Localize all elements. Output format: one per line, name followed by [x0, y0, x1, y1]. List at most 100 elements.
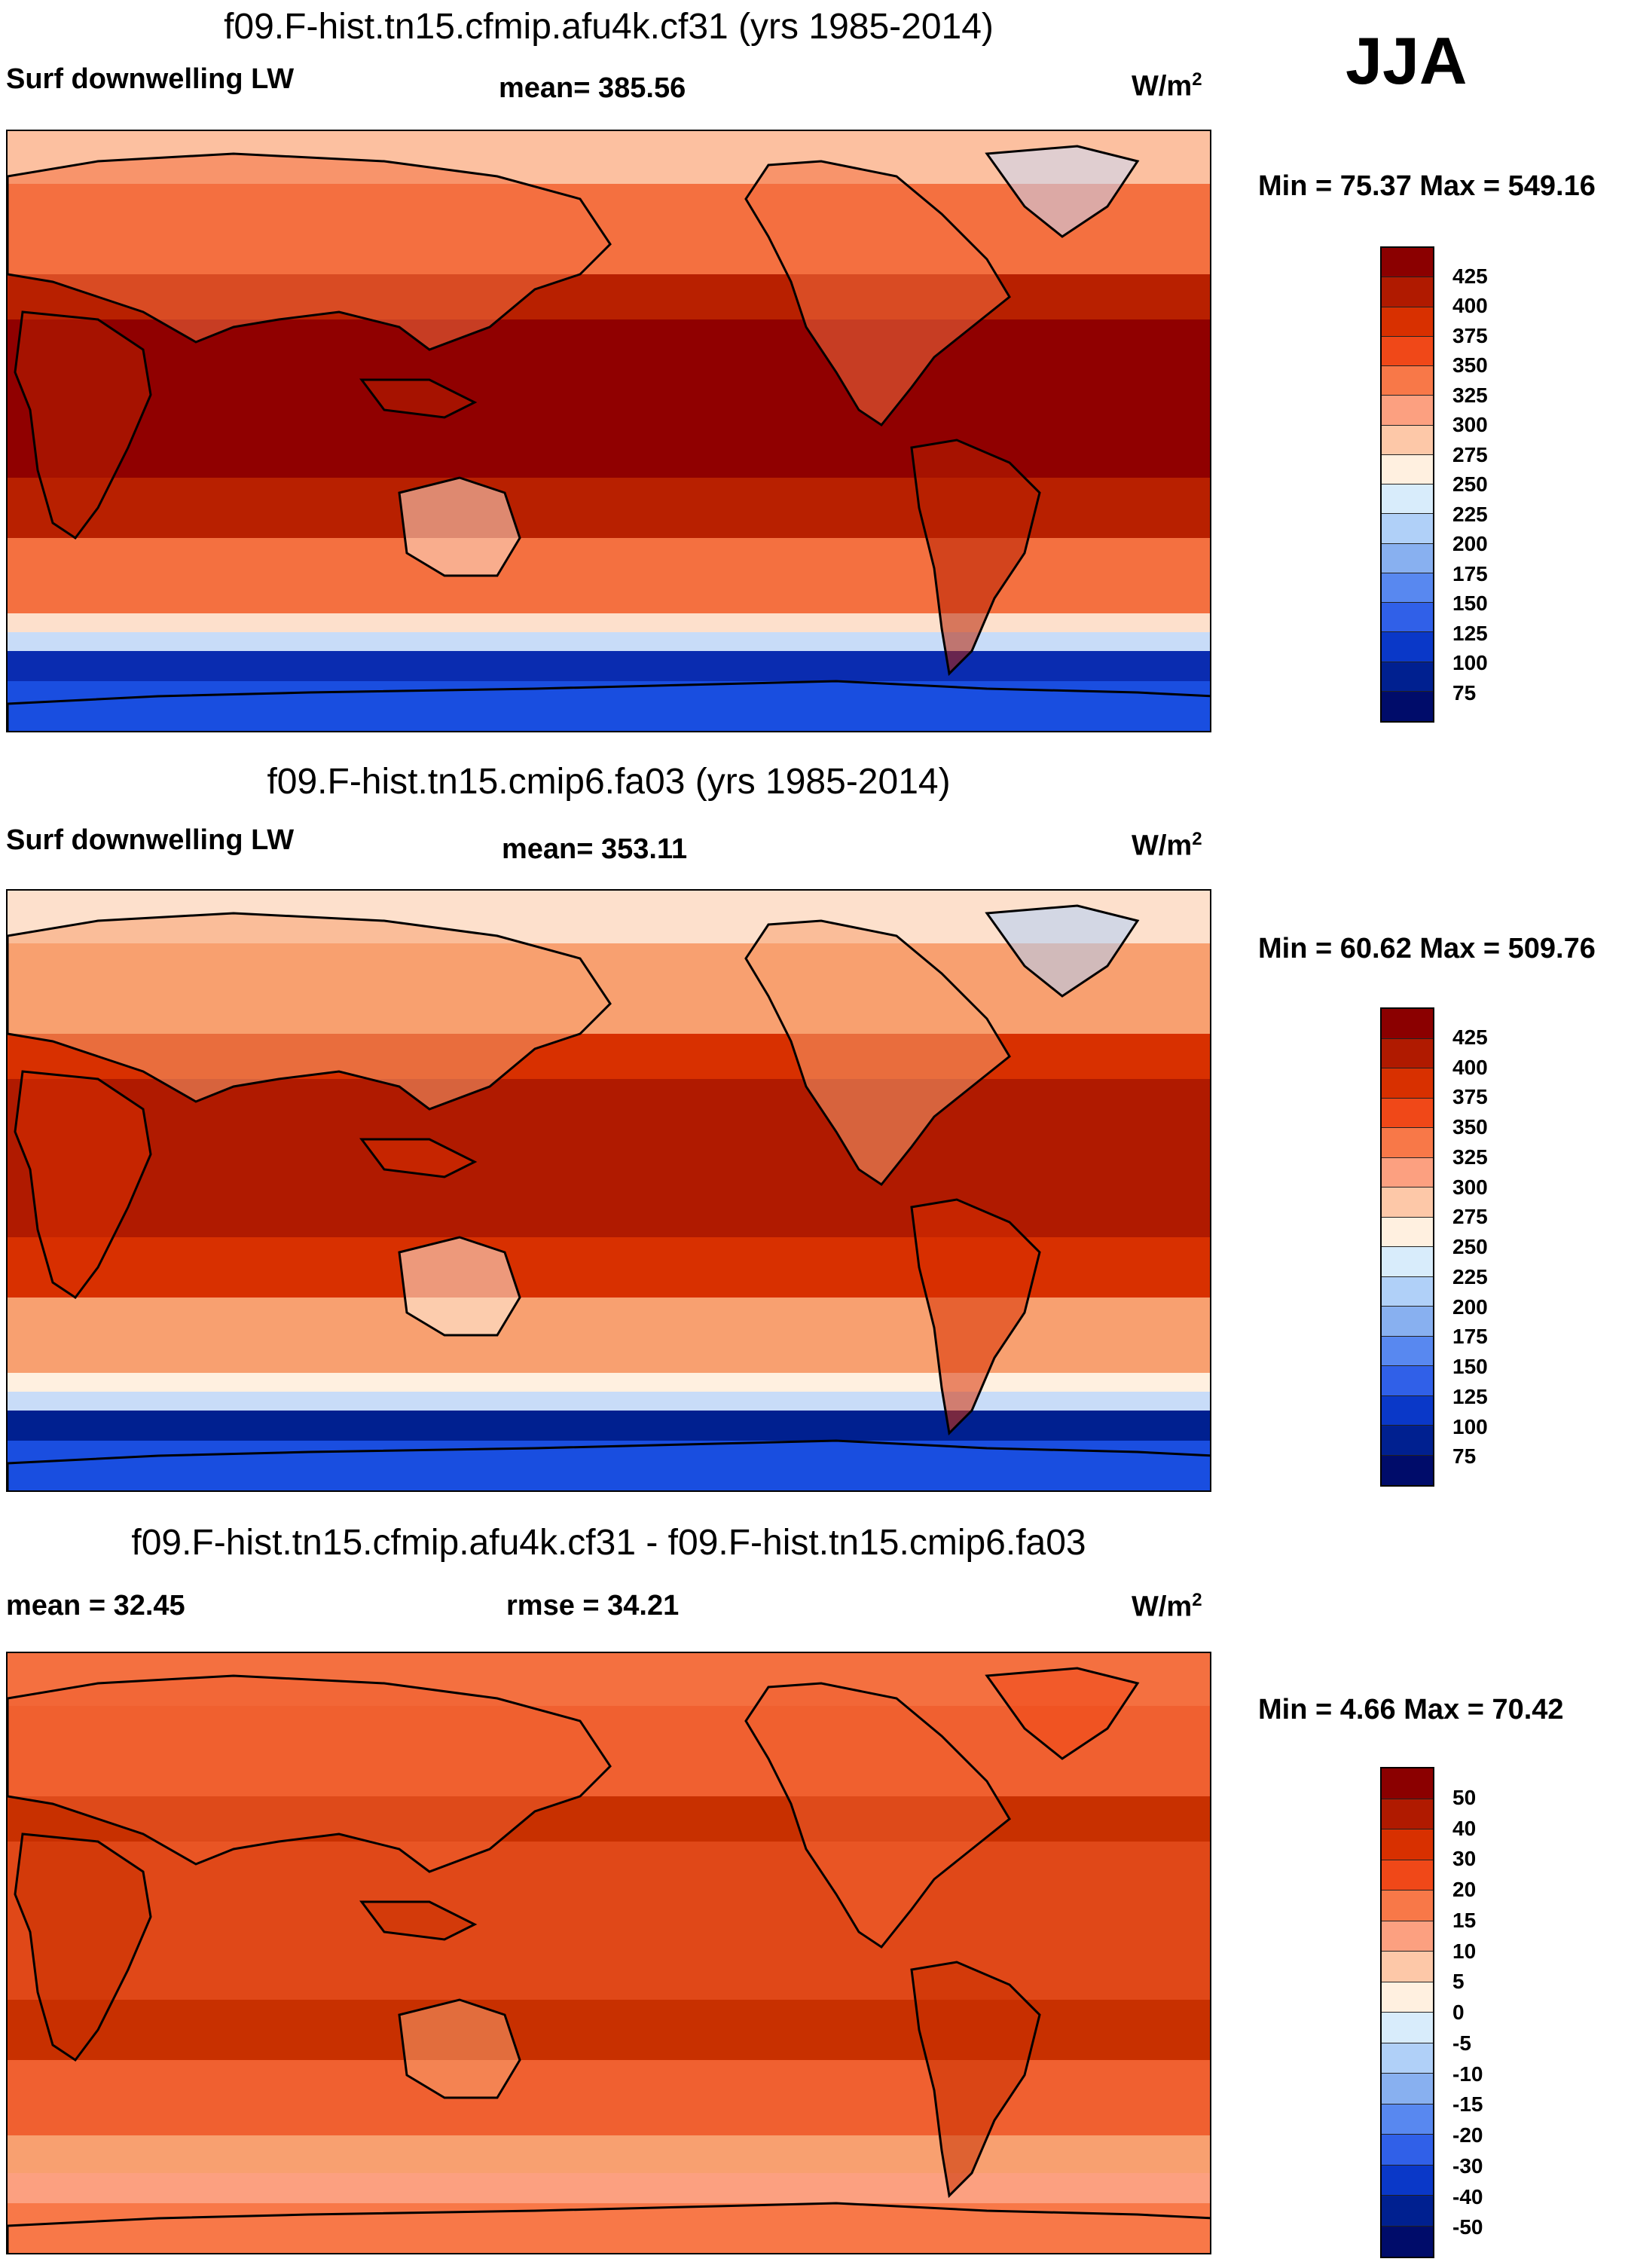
colorbar-swatch	[1382, 603, 1433, 633]
map-band-band1	[8, 2135, 1210, 2154]
colorbar-swatch	[1382, 1187, 1433, 1218]
map-continent-africa	[14, 1832, 152, 2062]
colorbar-swatch	[1382, 573, 1433, 603]
colorbar-swatch	[1382, 691, 1433, 721]
colorbar-swatch	[1382, 336, 1433, 366]
map-continent-australia	[398, 1998, 521, 2099]
colorbar-swatch	[1382, 1860, 1433, 1891]
colorbar-swatch	[1382, 1157, 1433, 1187]
map-band-mid	[8, 1298, 1210, 1373]
colorbar-tick-label: 300	[1452, 1175, 1488, 1199]
colorbar-swatch	[1382, 1799, 1433, 1829]
colorbar-tick-label: 40	[1452, 1816, 1477, 1840]
colorbar-swatch	[1382, 2104, 1433, 2135]
colorbar-swatch	[1382, 2013, 1433, 2043]
map-continent-south-america	[910, 1198, 1041, 1436]
colorbar-tick-label: 300	[1452, 413, 1488, 436]
colorbar-tick-label: 125	[1452, 621, 1488, 645]
colorbar-swatch	[1382, 1276, 1433, 1307]
map-continent-north-america	[744, 1682, 1011, 1949]
colorbar-swatch	[1382, 1952, 1433, 1982]
colorbar-swatch	[1382, 1982, 1433, 2013]
map-band-mid	[8, 2060, 1210, 2135]
colorbar-swatch	[1382, 1009, 1433, 1039]
colorbar-tick-label: 425	[1452, 1025, 1488, 1049]
colorbar-tick-label: -20	[1452, 2123, 1483, 2147]
panel2-map-svg	[8, 891, 1210, 1490]
colorbar-swatch	[1382, 514, 1433, 544]
colorbar-swatch	[1382, 2226, 1433, 2257]
colorbar-tick-label: -15	[1452, 2092, 1483, 2117]
colorbar-tick-label: 350	[1452, 353, 1488, 377]
colorbar-swatch	[1382, 2043, 1433, 2074]
panel3-map	[6, 1652, 1211, 2254]
colorbar-tick-label: 400	[1452, 1055, 1488, 1079]
panel1-minmax: Min = 75.37 Max = 549.16	[1258, 170, 1596, 202]
map-band-band1	[8, 1373, 1210, 1392]
season-label: JJA	[1346, 23, 1468, 98]
colorbar-tick-label: 400	[1452, 294, 1488, 317]
panel2-mean-label: mean= 353.11	[502, 833, 688, 865]
map-band-mid	[8, 538, 1210, 613]
panel3-mean-label: mean = 32.45	[6, 1590, 185, 1622]
map-continent-indonesia	[359, 1138, 478, 1178]
colorbar-tick-label: 10	[1452, 1939, 1477, 1963]
colorbar-swatch	[1382, 1068, 1433, 1099]
colorbar-swatch	[1382, 366, 1433, 396]
colorbar-tick-label: 375	[1452, 1085, 1488, 1109]
map-band-ice2	[8, 1411, 1210, 1441]
colorbar-swatch	[1382, 1307, 1433, 1337]
colorbar-tick-label: 250	[1452, 1235, 1488, 1258]
colorbar-swatch	[1382, 1247, 1433, 1277]
colorbar-swatch	[1382, 662, 1433, 692]
panel1-mean-label: mean= 385.56	[499, 72, 686, 104]
colorbar-tick-label: 50	[1452, 1785, 1477, 1809]
map-continent-africa	[14, 1070, 152, 1300]
map-continent-europe-asia	[8, 1674, 612, 1873]
colorbar-tick-label: -40	[1452, 2184, 1483, 2208]
colorbar-swatch	[1382, 1366, 1433, 1396]
colorbar-swatch	[1382, 2165, 1433, 2196]
panel2-map	[6, 889, 1211, 1492]
colorbar-swatch	[1382, 248, 1433, 278]
map-continent-antarctica	[8, 1439, 1210, 1490]
colorbar-tick-label: 100	[1452, 1414, 1488, 1438]
map-band-trop	[8, 1842, 1210, 2000]
colorbar-swatch	[1382, 2135, 1433, 2166]
colorbar-tick-label: -30	[1452, 2153, 1483, 2178]
map-continent-europe-asia	[8, 912, 612, 1111]
colorbar-tick-label: 350	[1452, 1115, 1488, 1139]
colorbar-swatch	[1382, 1217, 1433, 1247]
panel2-units: W/m2	[1132, 829, 1202, 862]
map-band-ice2	[8, 2173, 1210, 2203]
colorbar-swatch	[1382, 307, 1433, 337]
colorbar-swatch	[1382, 1336, 1433, 1366]
map-continent-africa	[14, 310, 152, 540]
map-continent-south-america	[910, 1961, 1041, 2199]
colorbar-tick-label: 425	[1452, 264, 1488, 288]
colorbar-swatch	[1382, 1098, 1433, 1128]
colorbar-tick-label: 150	[1452, 1355, 1488, 1378]
map-band-trop	[8, 1079, 1210, 1237]
colorbar-swatch	[1382, 396, 1433, 426]
colorbar-tick-label: 275	[1452, 442, 1488, 466]
colorbar-swatch	[1382, 1829, 1433, 1860]
map-continent-north-america	[744, 160, 1011, 427]
colorbar-tick-label: 75	[1452, 680, 1477, 705]
map-band-ice2	[8, 651, 1210, 681]
panel3-units: W/m2	[1132, 1590, 1202, 1623]
colorbar-tick-label: 175	[1452, 1325, 1488, 1349]
colorbar-tick-label: 200	[1452, 532, 1488, 555]
map-band-band1	[8, 613, 1210, 632]
map-continent-antarctica	[8, 680, 1210, 731]
colorbar-swatch	[1382, 2196, 1433, 2227]
colorbar-swatch	[1382, 1038, 1433, 1068]
map-band-band2	[8, 2154, 1210, 2173]
colorbar-swatch	[1382, 425, 1433, 455]
colorbar-swatch	[1382, 1395, 1433, 1426]
panel2-colorbar	[1380, 1007, 1434, 1487]
colorbar-swatch	[1382, 632, 1433, 662]
colorbar-tick-label: 200	[1452, 1294, 1488, 1319]
panel2-minmax: Min = 60.62 Max = 509.76	[1258, 933, 1596, 964]
colorbar-tick-label: 100	[1452, 651, 1488, 674]
